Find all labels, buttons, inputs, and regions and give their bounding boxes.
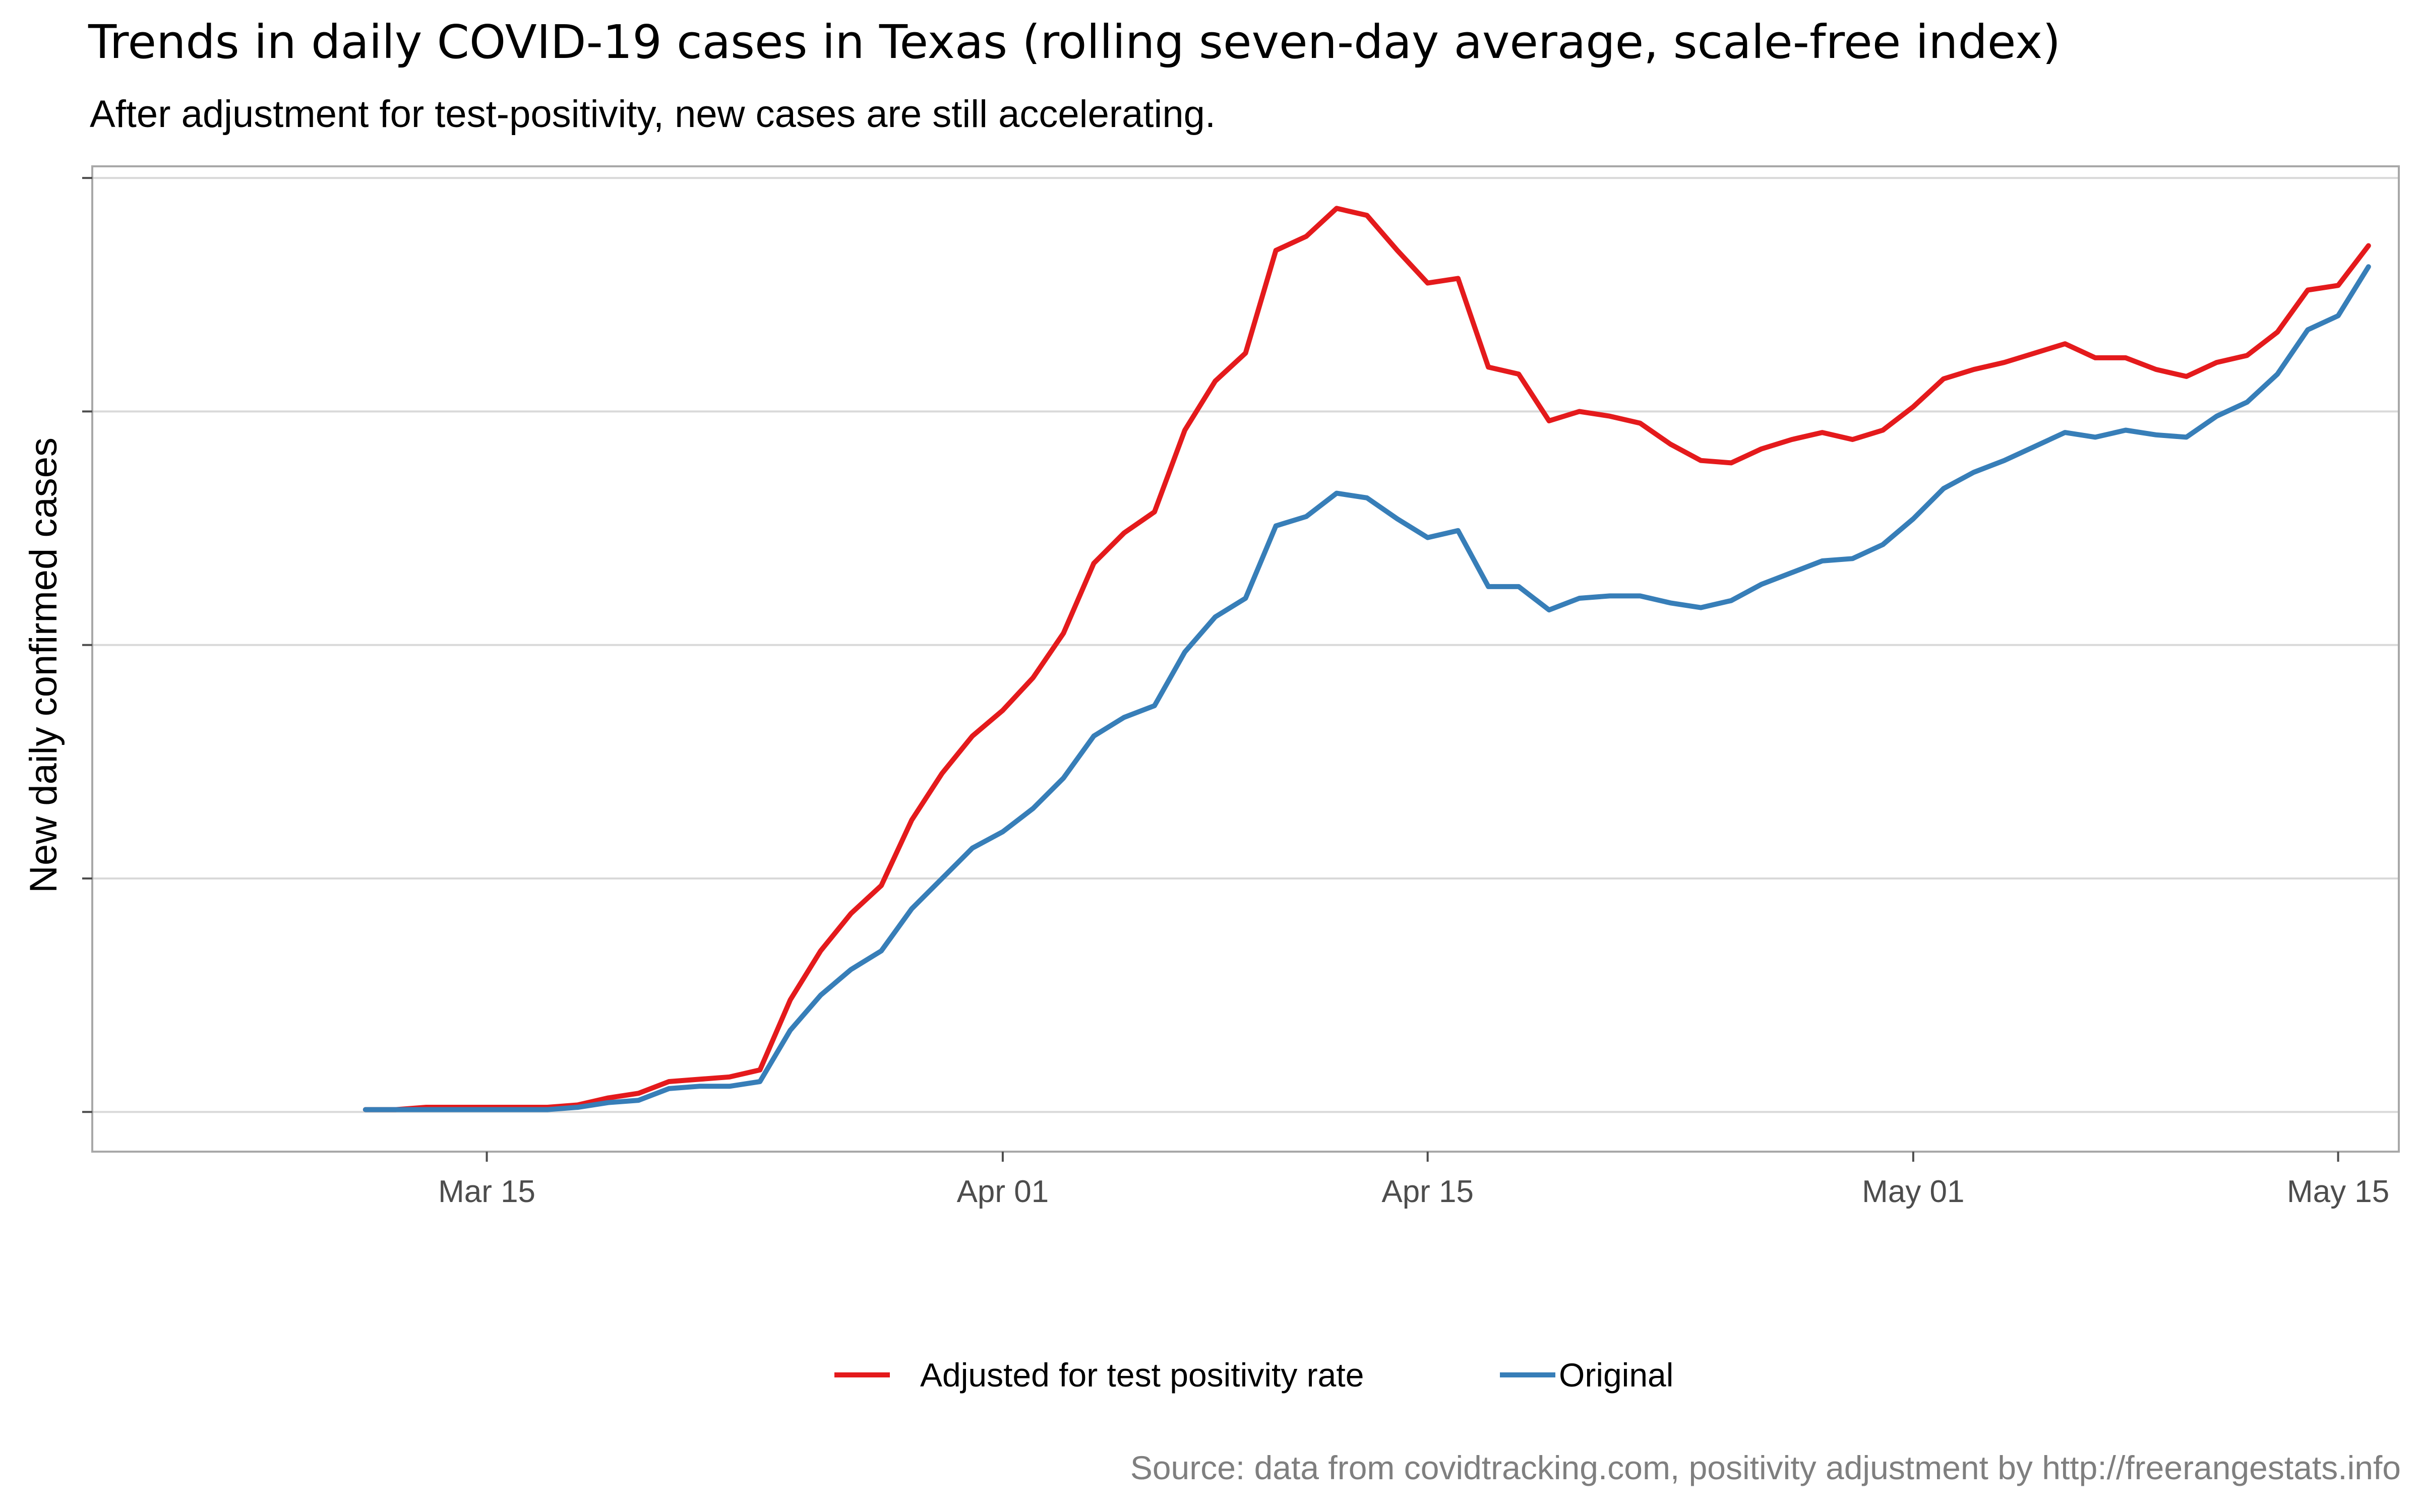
legend-label-original: Original bbox=[1559, 1356, 1673, 1394]
gridlines bbox=[92, 177, 2399, 1113]
legend-label-adjusted: Adjusted for test positivity rate bbox=[920, 1356, 1364, 1394]
series-line-original bbox=[362, 264, 2371, 1112]
series-line-adjusted bbox=[362, 206, 2371, 1112]
chart-title: Trends in daily COVID-19 cases in Texas … bbox=[88, 15, 2061, 69]
x-tick-label: Apr 15 bbox=[1381, 1174, 1474, 1209]
chart-subtitle: After adjustment for test-positivity, ne… bbox=[90, 93, 1216, 136]
y-axis-label: New daily confirmed cases bbox=[22, 437, 65, 893]
x-tick-label: May 01 bbox=[1862, 1174, 1964, 1209]
x-axis: Mar 15 Apr 01 Apr 15 May 01 May 15 bbox=[438, 1152, 2389, 1209]
legend: Adjusted for test positivity rate Origina… bbox=[834, 1356, 1673, 1394]
y-axis bbox=[82, 177, 92, 1113]
series-lines bbox=[362, 206, 2371, 1112]
caption: Source: data from covidtracking.com, pos… bbox=[1130, 1449, 2401, 1486]
x-tick-label: Mar 15 bbox=[438, 1174, 535, 1209]
x-tick-label: Apr 01 bbox=[957, 1174, 1049, 1209]
x-tick-label: May 15 bbox=[2287, 1174, 2389, 1209]
plot-panel bbox=[91, 165, 2400, 1153]
